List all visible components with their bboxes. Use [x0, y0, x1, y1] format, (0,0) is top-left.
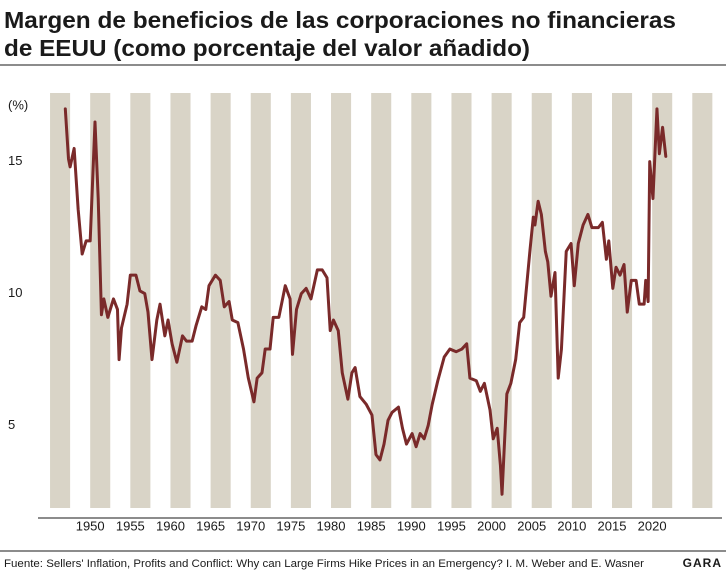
stripe — [170, 93, 191, 508]
logo: GARA — [683, 556, 722, 570]
x-tick-label: 1995 — [437, 518, 466, 533]
stripe — [612, 93, 633, 508]
stripe — [50, 93, 71, 508]
chart-title: de EEUU (como porcentaje del valor añadi… — [4, 35, 530, 61]
stripe — [210, 93, 231, 508]
y-axis-label: (%) — [8, 97, 28, 112]
x-tick-label: 2015 — [598, 518, 627, 533]
chart-title: Margen de beneficios de las corporacione… — [4, 7, 676, 33]
x-tick-label: 1965 — [196, 518, 225, 533]
stripe — [371, 93, 392, 508]
stripe — [451, 93, 472, 508]
x-tick-label: 1955 — [116, 518, 145, 533]
x-tick-label: 1980 — [317, 518, 346, 533]
stripe — [652, 93, 673, 508]
y-tick-label: 5 — [8, 417, 15, 432]
x-tick-label: 2005 — [517, 518, 546, 533]
source: Fuente: Sellers' Inflation, Profits and … — [4, 558, 644, 570]
x-tick-label: 1970 — [236, 518, 265, 533]
x-tick-label: 1950 — [76, 518, 105, 533]
stripe — [290, 93, 311, 508]
stripe — [571, 93, 592, 508]
x-tick-label: 1985 — [357, 518, 386, 533]
x-tick-label: 2000 — [477, 518, 506, 533]
data-line — [63, 107, 668, 496]
x-tick-label: 1960 — [156, 518, 185, 533]
y-tick-label: 10 — [8, 285, 22, 300]
x-tick-label: 2010 — [557, 518, 586, 533]
stripe — [250, 93, 271, 508]
x-tick-label: 1975 — [276, 518, 305, 533]
y-tick-label: 15 — [8, 153, 22, 168]
stripe — [491, 93, 512, 508]
x-tick-label: 2020 — [638, 518, 667, 533]
x-tick-label: 1990 — [397, 518, 426, 533]
background-stripes — [50, 93, 713, 508]
stripe — [331, 93, 352, 508]
stripe — [130, 93, 151, 508]
stripe — [531, 93, 552, 508]
stripe — [692, 93, 713, 508]
stripe — [411, 93, 432, 508]
